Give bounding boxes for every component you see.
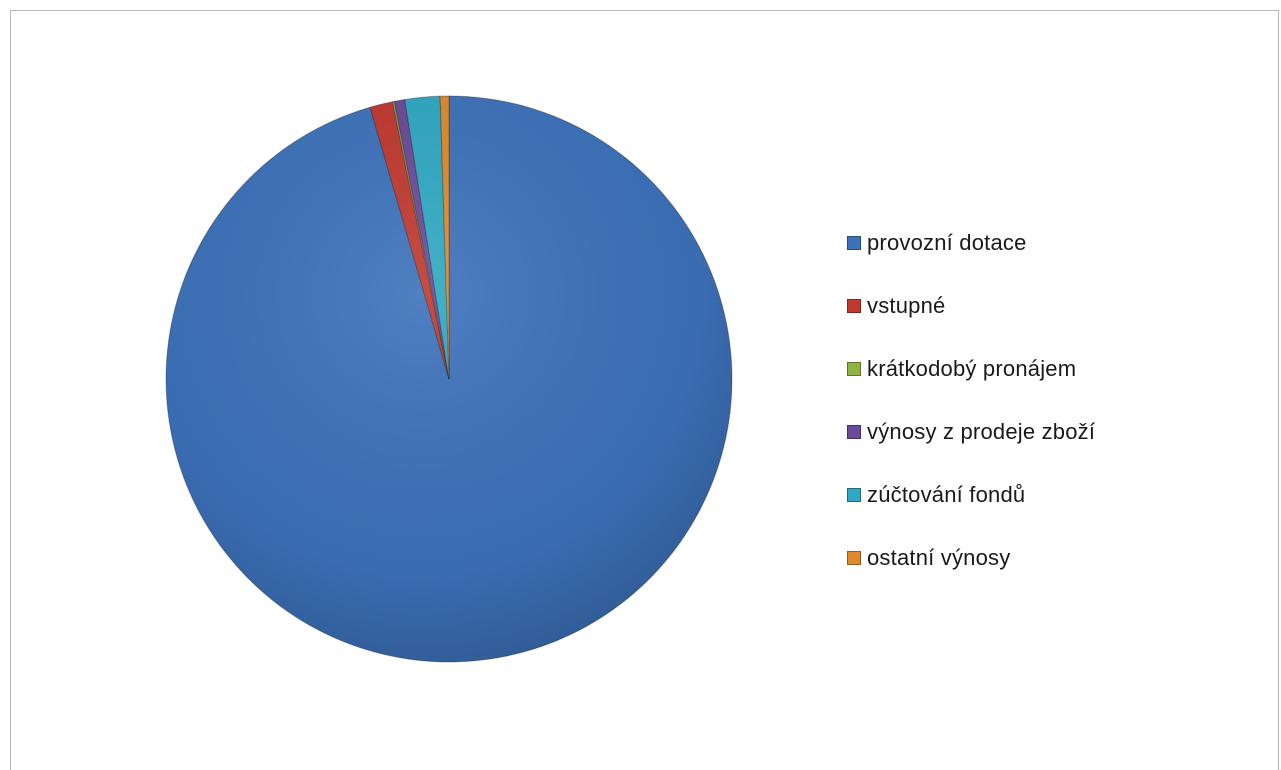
legend-label: vstupné — [867, 292, 946, 318]
legend-swatch — [847, 550, 861, 565]
legend-item-provozni-dotace: provozní dotace — [847, 211, 1247, 274]
legend-item-kratkodoby-pronajem: krátkodobý pronájem — [847, 337, 1247, 400]
pie-slices — [165, 95, 733, 663]
legend-swatch — [847, 487, 861, 502]
legend-label: provozní dotace — [867, 229, 1027, 255]
legend-label: zúčtování fondů — [867, 481, 1026, 507]
legend-item-vynosy-z-prodeje-zbozi: výnosy z prodeje zboží — [847, 400, 1247, 463]
legend-item-ostatni-vynosy: ostatní výnosy — [847, 526, 1247, 589]
legend-label: výnosy z prodeje zboží — [867, 418, 1096, 444]
legend-label: ostatní výnosy — [867, 544, 1011, 570]
legend-swatch — [847, 298, 861, 313]
legend-item-zuctovani-fondu: zúčtování fondů — [847, 463, 1247, 526]
legend: provozní dotace vstupné krátkodobý proná… — [847, 211, 1247, 589]
legend-swatch — [847, 235, 861, 250]
legend-swatch — [847, 361, 861, 376]
legend-item-vstupne: vstupné — [847, 274, 1247, 337]
legend-label: krátkodobý pronájem — [867, 355, 1077, 381]
legend-swatch — [847, 424, 861, 439]
chart-area: provozní dotace vstupné krátkodobý proná… — [10, 10, 1279, 770]
